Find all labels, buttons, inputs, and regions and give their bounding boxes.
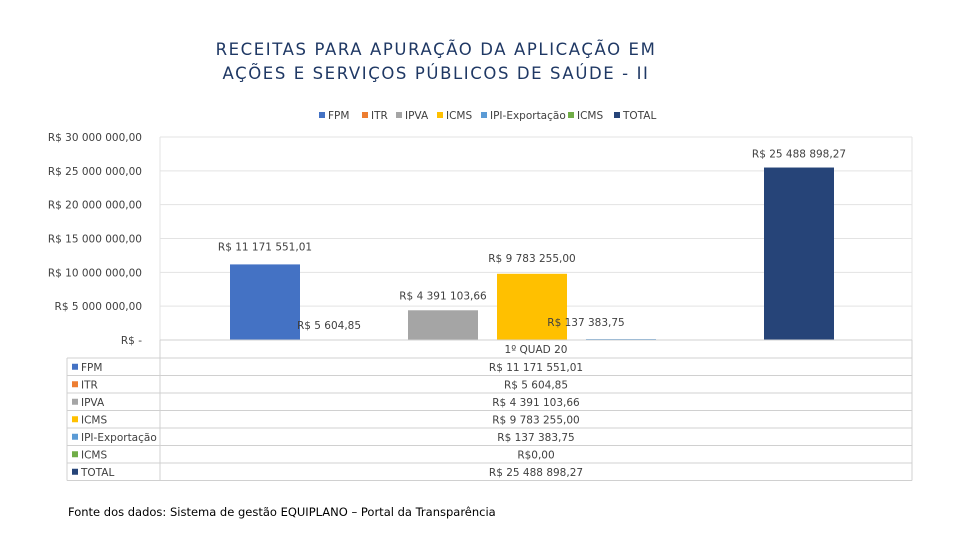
data-label: R$ 137 383,75 (547, 317, 624, 329)
table-row-label: ICMS (81, 414, 107, 426)
legend-item-fpm: FPM (319, 108, 349, 124)
y-tick-label: R$ 20 000 000,00 (48, 200, 142, 212)
legend-item-ipi-exportacao: IPI-Exportação (481, 108, 566, 124)
legend-item-itr: ITR (362, 108, 388, 124)
legend-swatch (481, 112, 487, 118)
table-cell-value: R$ 9 783 255,00 (492, 414, 579, 426)
table-row-swatch (72, 468, 78, 475)
table-row-swatch (72, 451, 78, 458)
legend-swatch (362, 112, 368, 118)
legend-item-ipva: IPVA (396, 108, 428, 124)
bar-2 (408, 310, 478, 340)
table-row-label: ITR (81, 379, 98, 391)
table-category-header: 1º QUAD 20 (505, 344, 568, 356)
table-row-label: TOTAL (80, 467, 114, 479)
legend-swatch (396, 112, 402, 118)
legend-item-icms: ICMS (437, 108, 472, 124)
table-row-label: ICMS (81, 449, 107, 461)
legend-item-icms-2: ICMS (568, 108, 603, 124)
table-cell-value: R$ 137 383,75 (497, 432, 574, 444)
legend-swatch (437, 112, 443, 118)
legend-label: FPM (328, 110, 350, 122)
legend-label: TOTAL (623, 110, 657, 122)
legend-label: ICMS (577, 110, 604, 122)
table-row-swatch (72, 363, 78, 370)
legend-label: ICMS (446, 110, 473, 122)
chart-title: RECEITAS PARA APURAÇÃO DA APLICAÇÃO EM A… (186, 38, 686, 86)
y-tick-label: R$ 30 000 000,00 (48, 132, 142, 144)
bar-0 (230, 264, 300, 340)
legend-swatch (614, 112, 620, 118)
table-cell-value: R$ 4 391 103,66 (492, 397, 580, 409)
legend-item-total: TOTAL (614, 108, 656, 124)
y-tick-label: R$ - (121, 335, 142, 347)
legend-label: IPVA (405, 110, 429, 122)
source-note: Fonte dos dados: Sistema de gestão EQUIP… (68, 505, 496, 519)
chart-title-line-1: RECEITAS PARA APURAÇÃO DA APLICAÇÃO EM (215, 40, 657, 59)
y-tick-label: R$ 5 000 000,00 (55, 301, 142, 313)
table-cell-value: R$ 5 604,85 (504, 379, 568, 391)
table-row-label: FPM (81, 362, 102, 374)
legend-label: IPI-Exportação (490, 110, 566, 122)
table-row-label: IPI-Exportação (81, 432, 157, 444)
chart-title-line-2: AÇÕES E SERVIÇOS PÚBLICOS DE SAÚDE - II (222, 64, 650, 83)
y-tick-label: R$ 10 000 000,00 (48, 267, 142, 279)
legend-swatch (568, 112, 574, 118)
data-label: R$ 11 171 551,01 (218, 241, 312, 253)
table-row-swatch (72, 433, 78, 440)
legend-swatch (319, 112, 325, 118)
data-label: R$ 4 391 103,66 (399, 290, 487, 302)
chart-legend: FPM ITR IPVA ICMS IPI-Exportação ICMS TO… (0, 108, 960, 124)
table-row-swatch (72, 416, 78, 423)
bar-6 (764, 167, 834, 340)
data-label: R$ 5 604,85 (297, 320, 361, 332)
table-cell-value: R$0,00 (517, 449, 554, 461)
bar-3 (497, 273, 567, 340)
y-tick-label: R$ 15 000 000,00 (48, 234, 142, 246)
table-row-swatch (72, 381, 78, 388)
table-row-swatch (72, 398, 78, 405)
data-label: R$ 9 783 255,00 (488, 253, 575, 265)
legend-label: ITR (371, 110, 388, 122)
data-label: R$ 25 488 898,27 (752, 149, 846, 161)
y-tick-label: R$ 25 000 000,00 (48, 166, 142, 178)
table-cell-value: R$ 11 171 551,01 (489, 362, 583, 374)
table-cell-value: R$ 25 488 898,27 (489, 467, 583, 479)
table-row-label: IPVA (81, 397, 105, 409)
chart-plot-area: R$ - R$ 5 000 000,00 R$ 10 000 000,00 R$ 15… (48, 132, 913, 481)
